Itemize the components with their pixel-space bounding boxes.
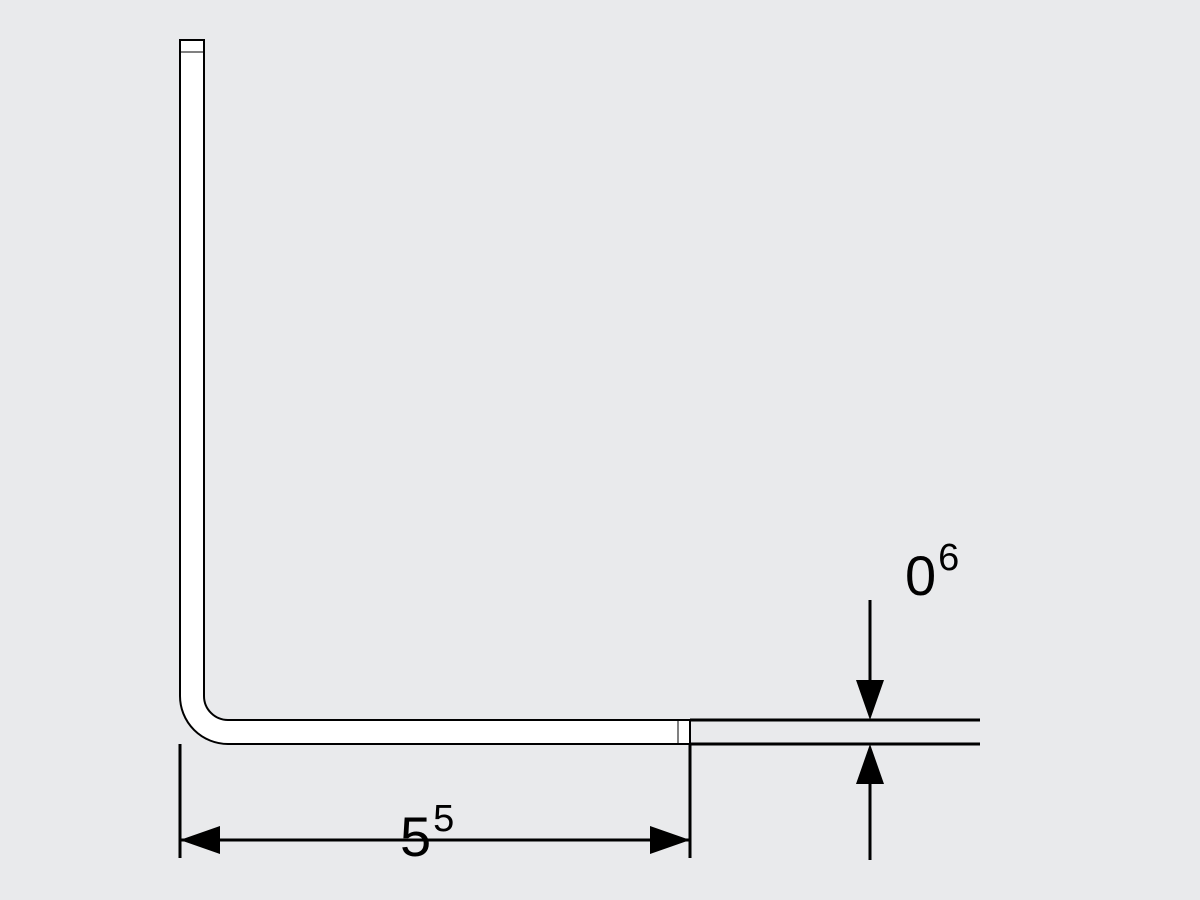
arrow-left-icon: [180, 826, 220, 854]
dim-thickness-superscript: 6: [938, 537, 959, 579]
dimension-width: 55: [180, 744, 690, 868]
dim-thickness-value: 0: [905, 544, 936, 607]
arrow-up-icon: [856, 744, 884, 784]
dim-width-value: 5: [400, 805, 431, 868]
dim-width-label: 55: [400, 798, 454, 868]
dimension-thickness: 06: [690, 537, 980, 860]
arrow-down-icon: [856, 680, 884, 720]
dim-thickness-label: 06: [905, 537, 959, 607]
pipe-l-shape: [180, 40, 690, 744]
dim-width-superscript: 5: [433, 798, 454, 840]
arrow-right-icon: [650, 826, 690, 854]
diagram-stage: 55 06: [0, 0, 1200, 900]
diagram-svg: 55 06: [0, 0, 1200, 900]
